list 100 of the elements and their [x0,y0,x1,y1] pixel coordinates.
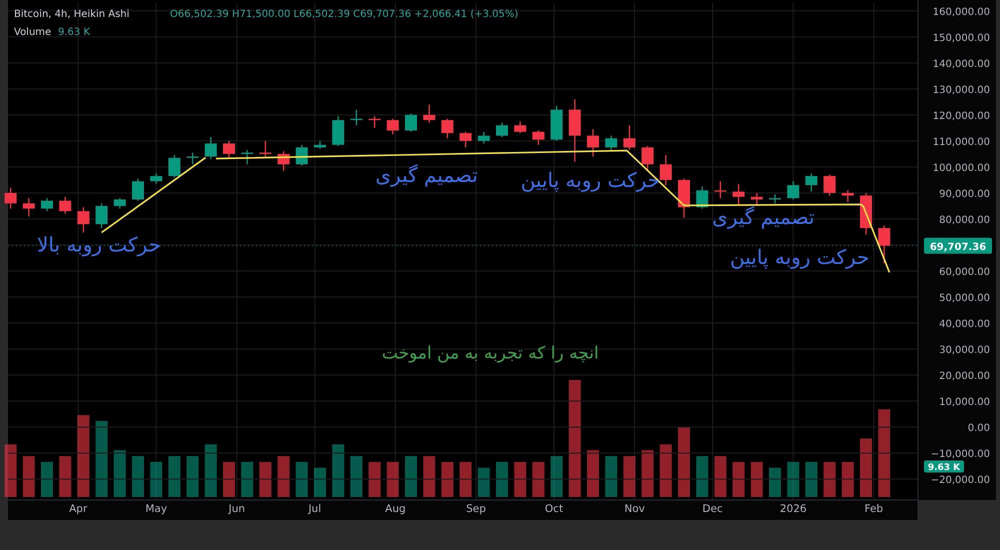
candlestick [4,187,17,210]
candlestick [150,172,162,184]
bar [660,444,672,497]
candlestick [186,152,199,165]
annotation: انچه را که تجربه به من اموخت [382,343,599,364]
y-tick-label: 110,000.00 [932,136,990,148]
bar [787,462,800,497]
bar [259,462,272,497]
bar [696,456,708,497]
bar [278,456,290,497]
annotation: تصمیم گیری [712,205,815,230]
bar [842,462,854,497]
candlestick [460,131,472,148]
x-tick-label: Apr [69,503,88,515]
candlestick [386,118,399,136]
bar [186,456,199,497]
bar [587,450,599,497]
bar [714,456,726,497]
y-tick-label: 50,000.00 [939,293,990,304]
bar [550,456,563,497]
bar [368,462,381,497]
bar [296,462,308,497]
bar [750,462,763,497]
x-tick-label: 2026 [780,503,807,515]
candlestick [660,154,672,186]
candlestick [532,130,544,146]
x-tick-label: Feb [864,503,884,515]
y-tick-label: 120,000.00 [932,110,990,122]
bar [4,444,17,497]
bar [241,462,254,497]
bar [223,462,235,497]
candlestick [441,118,454,139]
x-tick-label: Jun [228,503,246,515]
candlestick [787,180,800,200]
text: Bitcoin, 4h, Heikin Ashi [14,9,130,20]
candlestick [405,112,417,132]
candlestick [204,136,217,160]
candlestick [77,206,90,234]
candlestick [59,196,72,214]
annotation: حرکت روبه پایین [520,168,660,192]
bar [168,456,180,497]
bar [460,462,472,497]
bar [824,462,836,497]
y-tick-label: 10,000.00 [939,397,990,408]
bar [623,456,636,497]
bar [642,450,654,497]
bar [96,420,108,497]
candlestick [750,192,763,207]
y-tick-label: −20,000.00 [930,475,990,486]
y-tick-label: 160,000.00 [932,6,990,18]
candlestick [478,131,490,144]
y-tick-label: 100,000.00 [932,162,990,174]
text: O66,502.39 H71,500.00 L66,502.39 C69,707.36 +2,066.41 (+3.05%) [170,9,518,20]
candlestick [132,178,144,202]
candlestick [241,149,254,165]
bar [769,468,781,497]
y-tick-label: 90,000.00 [939,188,990,200]
bar [204,444,217,497]
x-tick-label: Dec [702,503,723,515]
bar [678,426,690,497]
x-tick-label: Aug [385,503,406,515]
y-tick-label: 40,000.00 [939,319,990,330]
x-tick-label: Nov [624,503,645,515]
bar [860,438,872,497]
chart-title: Volume [14,27,52,38]
candlestick [514,120,526,134]
candlestick [642,146,654,172]
bar [496,462,508,497]
bar [605,456,618,497]
bar [59,456,72,497]
x-tick-label: Oct [544,503,564,515]
candlestick [96,202,108,229]
bar [41,462,53,497]
candlestick [496,122,508,138]
candlestick [296,144,308,166]
bar [532,462,544,497]
bar [441,462,454,497]
y-tick-label: 60,000.00 [939,267,990,278]
bar [314,468,326,497]
x-tick-label: Sep [466,503,486,515]
ref-line-label: 69,707.36 [930,242,986,253]
bar [114,450,126,497]
candlestick [805,172,818,192]
y-tick-label: 30,000.00 [939,345,990,356]
annotation: حرکت روبه پایین [730,244,870,269]
candlestick [878,224,890,264]
text: 9.63 K [58,27,90,38]
bar [350,456,362,497]
bar [386,462,399,497]
candlestick [22,198,35,217]
x-tick-label: May [145,503,168,515]
bar [423,456,436,497]
bar [132,456,144,497]
bar [514,462,526,497]
candlestick [41,198,53,212]
candlestick [587,128,599,158]
annotation: تصمیم گیری [375,162,478,187]
candlestick [732,183,745,206]
candlestick [842,190,854,203]
candlestick [223,140,235,158]
